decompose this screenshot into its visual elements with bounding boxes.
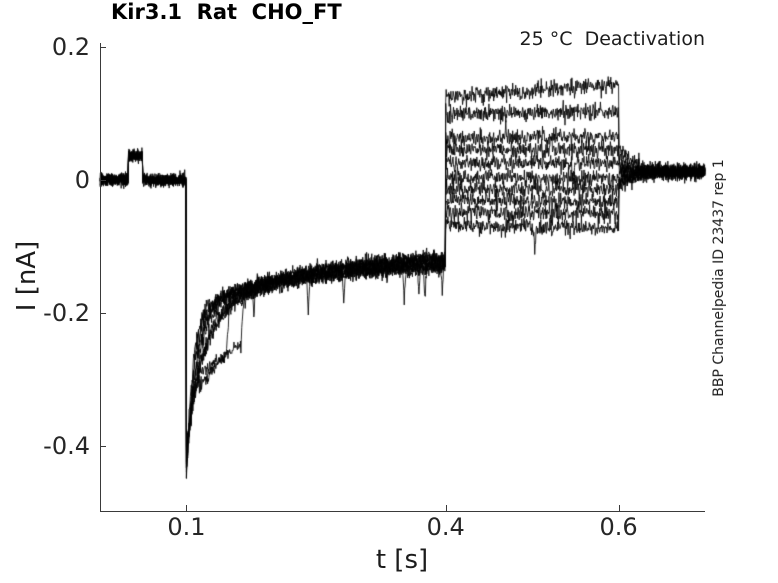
x-tick-label: 0.1: [167, 513, 206, 541]
y-tick-label: -0.2: [43, 298, 90, 327]
y-axis-spine: [100, 43, 101, 512]
y-tick-label: 0: [74, 165, 90, 194]
x-tick-mark: [186, 505, 188, 511]
condition-annotation: 25 °C Deactivation: [519, 28, 705, 50]
y-tick-label: 0.2: [51, 32, 90, 61]
y-tick-mark: [100, 312, 106, 314]
y-tick-mark: [100, 179, 106, 181]
y-tick-mark: [100, 445, 106, 447]
x-tick-label: 0.6: [599, 513, 638, 541]
y-tick-label: -0.4: [43, 431, 90, 460]
x-axis-spine: [100, 511, 705, 512]
watermark-label: BBP Channelpedia ID 23437 rep 1: [711, 159, 727, 397]
y-axis-label: I [nA]: [12, 240, 42, 312]
x-axis-label: t [s]: [375, 545, 429, 575]
x-tick-mark: [445, 505, 447, 511]
y-tick-mark: [100, 46, 106, 48]
x-tick-mark: [618, 505, 620, 511]
chart-title: Kir3.1 Rat CHO_FT: [111, 0, 342, 24]
x-tick-label: 0.4: [426, 513, 465, 541]
